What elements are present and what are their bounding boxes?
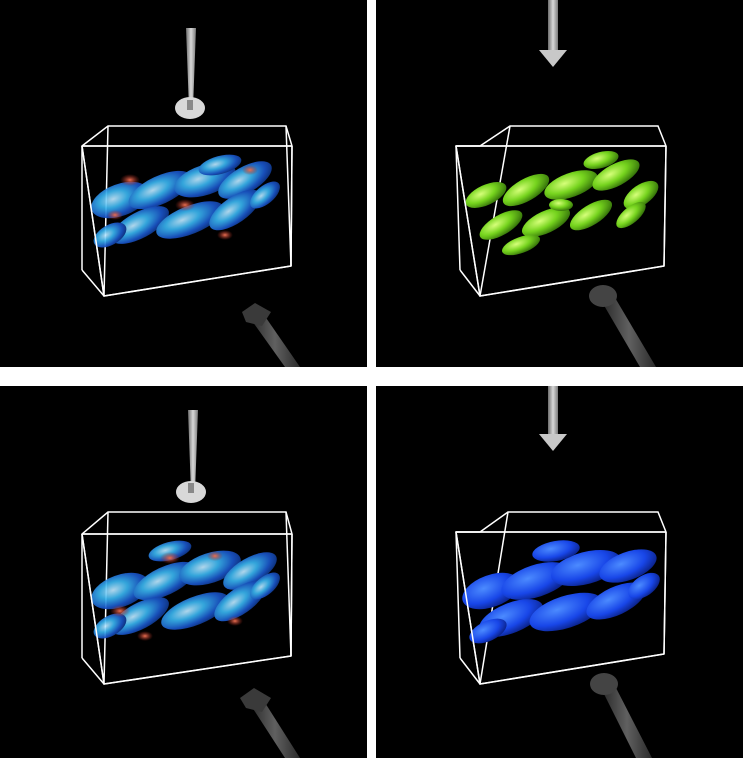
wand-rod [186,28,196,108]
wand-dark-rod [250,698,300,758]
wand-dark-tip [242,303,271,326]
isosurface-green [465,150,659,256]
visualization-bottom-left [81,410,300,758]
arrow-rod [548,0,558,50]
wand-rod [188,410,198,492]
panel-top-right [376,0,743,367]
visualization-top-left [81,28,300,367]
isosurface-blue [462,540,660,644]
wand-dark-disk [589,285,617,307]
wand-dark-rod [602,296,656,367]
wand-dark-rod [250,312,300,367]
panel-bottom-right [376,386,743,758]
arrow-head [539,434,567,451]
visualization-bottom-right [455,386,667,758]
wand-dark-disk [590,673,618,695]
visualization-top-right [455,0,667,367]
wand-dark-rod [602,684,652,758]
arrow-rod [548,386,558,434]
wand-dark-tip [240,688,271,712]
arrow-head [539,50,567,67]
isosurface-multicolor [91,154,280,248]
panel-bottom-left [0,386,367,758]
isosurface-multicolor [91,540,280,641]
panel-top-left [0,0,367,367]
